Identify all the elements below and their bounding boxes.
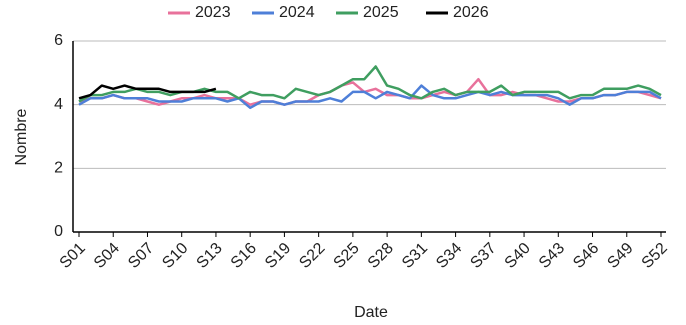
x-tick-label: S04 [91, 240, 123, 272]
legend-label: 2024 [279, 4, 315, 21]
y-tick-label: 0 [54, 223, 63, 240]
x-tick-label: S37 [467, 240, 499, 272]
x-tick-label: S22 [296, 240, 328, 272]
x-tick-label: S46 [570, 240, 602, 272]
x-tick-label: S49 [604, 240, 636, 272]
x-tick-label: S34 [433, 240, 465, 272]
x-axis-label: Date [354, 304, 388, 321]
x-tick-label: S01 [57, 240, 89, 272]
y-tick-label: 4 [54, 96, 63, 113]
x-tick-label: S19 [262, 240, 294, 272]
x-tick-label: S43 [536, 240, 568, 272]
series-line [78, 65, 662, 103]
x-tick-label: S31 [399, 240, 431, 272]
x-tick-label: S25 [331, 240, 363, 272]
x-tick-label: S13 [194, 240, 226, 272]
y-tick-label: 6 [54, 32, 63, 49]
legend-label: 2025 [363, 4, 399, 21]
legend-label: 2023 [195, 4, 231, 21]
series-line [78, 84, 217, 100]
x-tick-label: S10 [159, 240, 191, 272]
y-tick-label: 2 [54, 160, 63, 177]
x-tick-label: S28 [365, 240, 397, 272]
x-tick-label: S40 [502, 240, 534, 272]
x-tick-label: S16 [228, 240, 260, 272]
x-tick-label: S07 [125, 240, 157, 272]
legend-label: 2026 [453, 4, 489, 21]
x-tick-label: S52 [639, 240, 671, 272]
series-line [78, 84, 662, 110]
y-axis-label: Nombre [13, 108, 30, 165]
